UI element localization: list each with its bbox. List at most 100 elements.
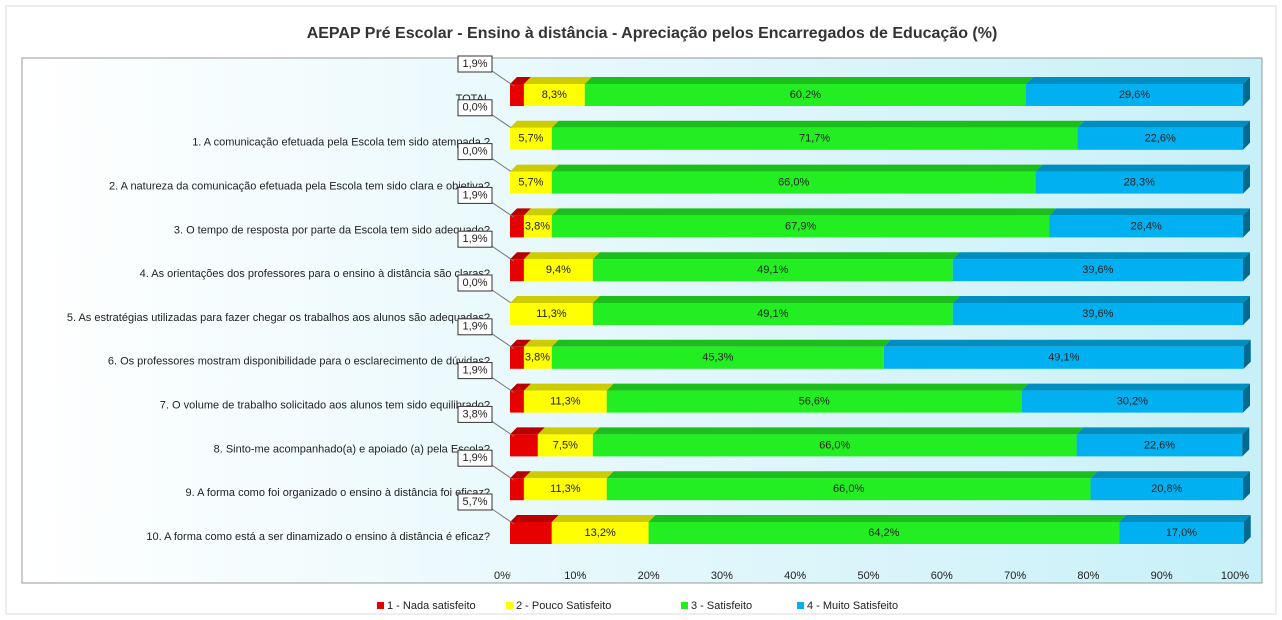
bar-face xyxy=(606,478,1091,501)
bar-face xyxy=(592,434,1077,457)
bar-face xyxy=(1035,171,1243,194)
x-tick-label: 100% xyxy=(1221,570,1249,582)
data-label: 28,3% xyxy=(1124,177,1155,189)
bar-side xyxy=(1243,515,1251,544)
bar-face xyxy=(952,259,1243,282)
bar-top xyxy=(551,515,656,522)
data-label: 1,9% xyxy=(462,365,487,377)
bar-segment xyxy=(551,208,1057,238)
bar-segment xyxy=(1021,383,1250,413)
chart-title: AEPAP Pré Escolar - Ensino à distância -… xyxy=(307,25,998,42)
bar-face xyxy=(1119,522,1244,544)
bar-face xyxy=(1049,215,1243,238)
bar-face xyxy=(510,346,524,369)
legend-swatch xyxy=(506,602,513,609)
bar-face xyxy=(523,478,607,501)
data-label: 56,6% xyxy=(799,396,830,408)
bar-segment xyxy=(592,252,960,282)
bar-segment xyxy=(510,515,559,544)
bar-face xyxy=(551,522,649,544)
category-label: 8. Sinto-me acompanhado(a) e apoiado (a)… xyxy=(214,443,490,455)
bar-face xyxy=(592,259,953,282)
bar-side xyxy=(1243,252,1250,282)
data-label: 1,9% xyxy=(462,189,487,201)
bar-top xyxy=(510,208,531,216)
data-label: 39,6% xyxy=(1082,308,1113,320)
callout-line xyxy=(491,158,515,175)
data-label: 29,6% xyxy=(1119,89,1150,101)
data-label: 49,1% xyxy=(757,264,788,276)
callout-box xyxy=(457,55,493,73)
bar-segment xyxy=(648,515,1127,544)
bar-segment xyxy=(537,427,600,457)
bar-face xyxy=(510,259,524,282)
bar-segment xyxy=(510,427,545,457)
data-label: 60,2% xyxy=(790,89,821,101)
bar-segment xyxy=(510,120,559,150)
category-label: 9. A forma como foi organizado o ensino … xyxy=(185,487,490,499)
bar-segment xyxy=(883,339,1251,369)
data-label: 45,3% xyxy=(702,352,733,364)
bar-segment xyxy=(551,339,891,369)
category-label: 10. A forma como está a ser dinamizado o… xyxy=(146,531,490,543)
data-label: 71,7% xyxy=(799,133,830,145)
bar-top xyxy=(523,208,559,216)
bar-top xyxy=(510,427,545,435)
bar-side xyxy=(1243,383,1250,413)
bar-side xyxy=(1243,164,1250,194)
bar-top xyxy=(523,339,559,347)
category-label: 7. O volume de trabalho solicitado aos a… xyxy=(160,400,490,412)
data-label: 0,0% xyxy=(462,102,487,114)
callout-box xyxy=(457,449,493,467)
data-label: 1,9% xyxy=(462,58,487,70)
category-label: 3. O tempo de resposta por parte da Esco… xyxy=(174,224,490,236)
x-tick-label: 10% xyxy=(564,570,586,582)
callout-box xyxy=(457,274,493,292)
bar-top xyxy=(510,120,559,128)
bar-segment xyxy=(551,515,656,544)
bar-top xyxy=(523,471,614,479)
data-label: 11,3% xyxy=(536,308,567,320)
bar-top xyxy=(510,77,531,84)
legend-swatch xyxy=(377,602,384,609)
x-tick-label: 50% xyxy=(857,570,879,582)
callout-line xyxy=(491,201,515,218)
callout-box xyxy=(457,405,493,423)
data-label: 26,4% xyxy=(1131,220,1162,232)
bar-face xyxy=(510,303,593,325)
data-label: 13,2% xyxy=(585,527,616,539)
callout-line xyxy=(491,114,515,131)
bar-face xyxy=(523,390,607,413)
category-label: 4. As orientações dos professores para o… xyxy=(140,268,490,280)
callout-line xyxy=(491,70,515,87)
x-tick-label: 70% xyxy=(1004,570,1026,582)
bar-top xyxy=(1049,208,1250,216)
data-label: 1,9% xyxy=(462,321,487,333)
bar-top xyxy=(952,296,1250,303)
data-label: 20,8% xyxy=(1151,483,1182,495)
bar-top xyxy=(1076,427,1250,435)
bar-face xyxy=(551,215,1050,238)
bar-side xyxy=(1243,77,1250,106)
category-label: 5. As estratégias utilizadas para fazer … xyxy=(67,312,490,324)
data-label: 66,0% xyxy=(819,439,850,451)
x-tick-label: 60% xyxy=(931,570,953,582)
bar-segment xyxy=(523,383,614,413)
bar-segment xyxy=(523,208,559,238)
bar-segment xyxy=(1119,515,1251,544)
bar-top xyxy=(1090,471,1250,479)
bar-segment xyxy=(551,164,1043,194)
data-label: 39,6% xyxy=(1082,264,1113,276)
bar-face xyxy=(523,84,585,106)
x-tick-label: 0% xyxy=(494,570,510,582)
bar-top xyxy=(551,120,1085,128)
callout-box xyxy=(457,318,493,336)
bar-top xyxy=(592,296,960,303)
bar-top xyxy=(592,427,1084,435)
bar-top xyxy=(510,296,600,303)
bar-top xyxy=(510,164,559,172)
callout-box xyxy=(457,143,493,161)
bar-top xyxy=(952,252,1250,260)
data-label: 1,9% xyxy=(462,233,487,245)
